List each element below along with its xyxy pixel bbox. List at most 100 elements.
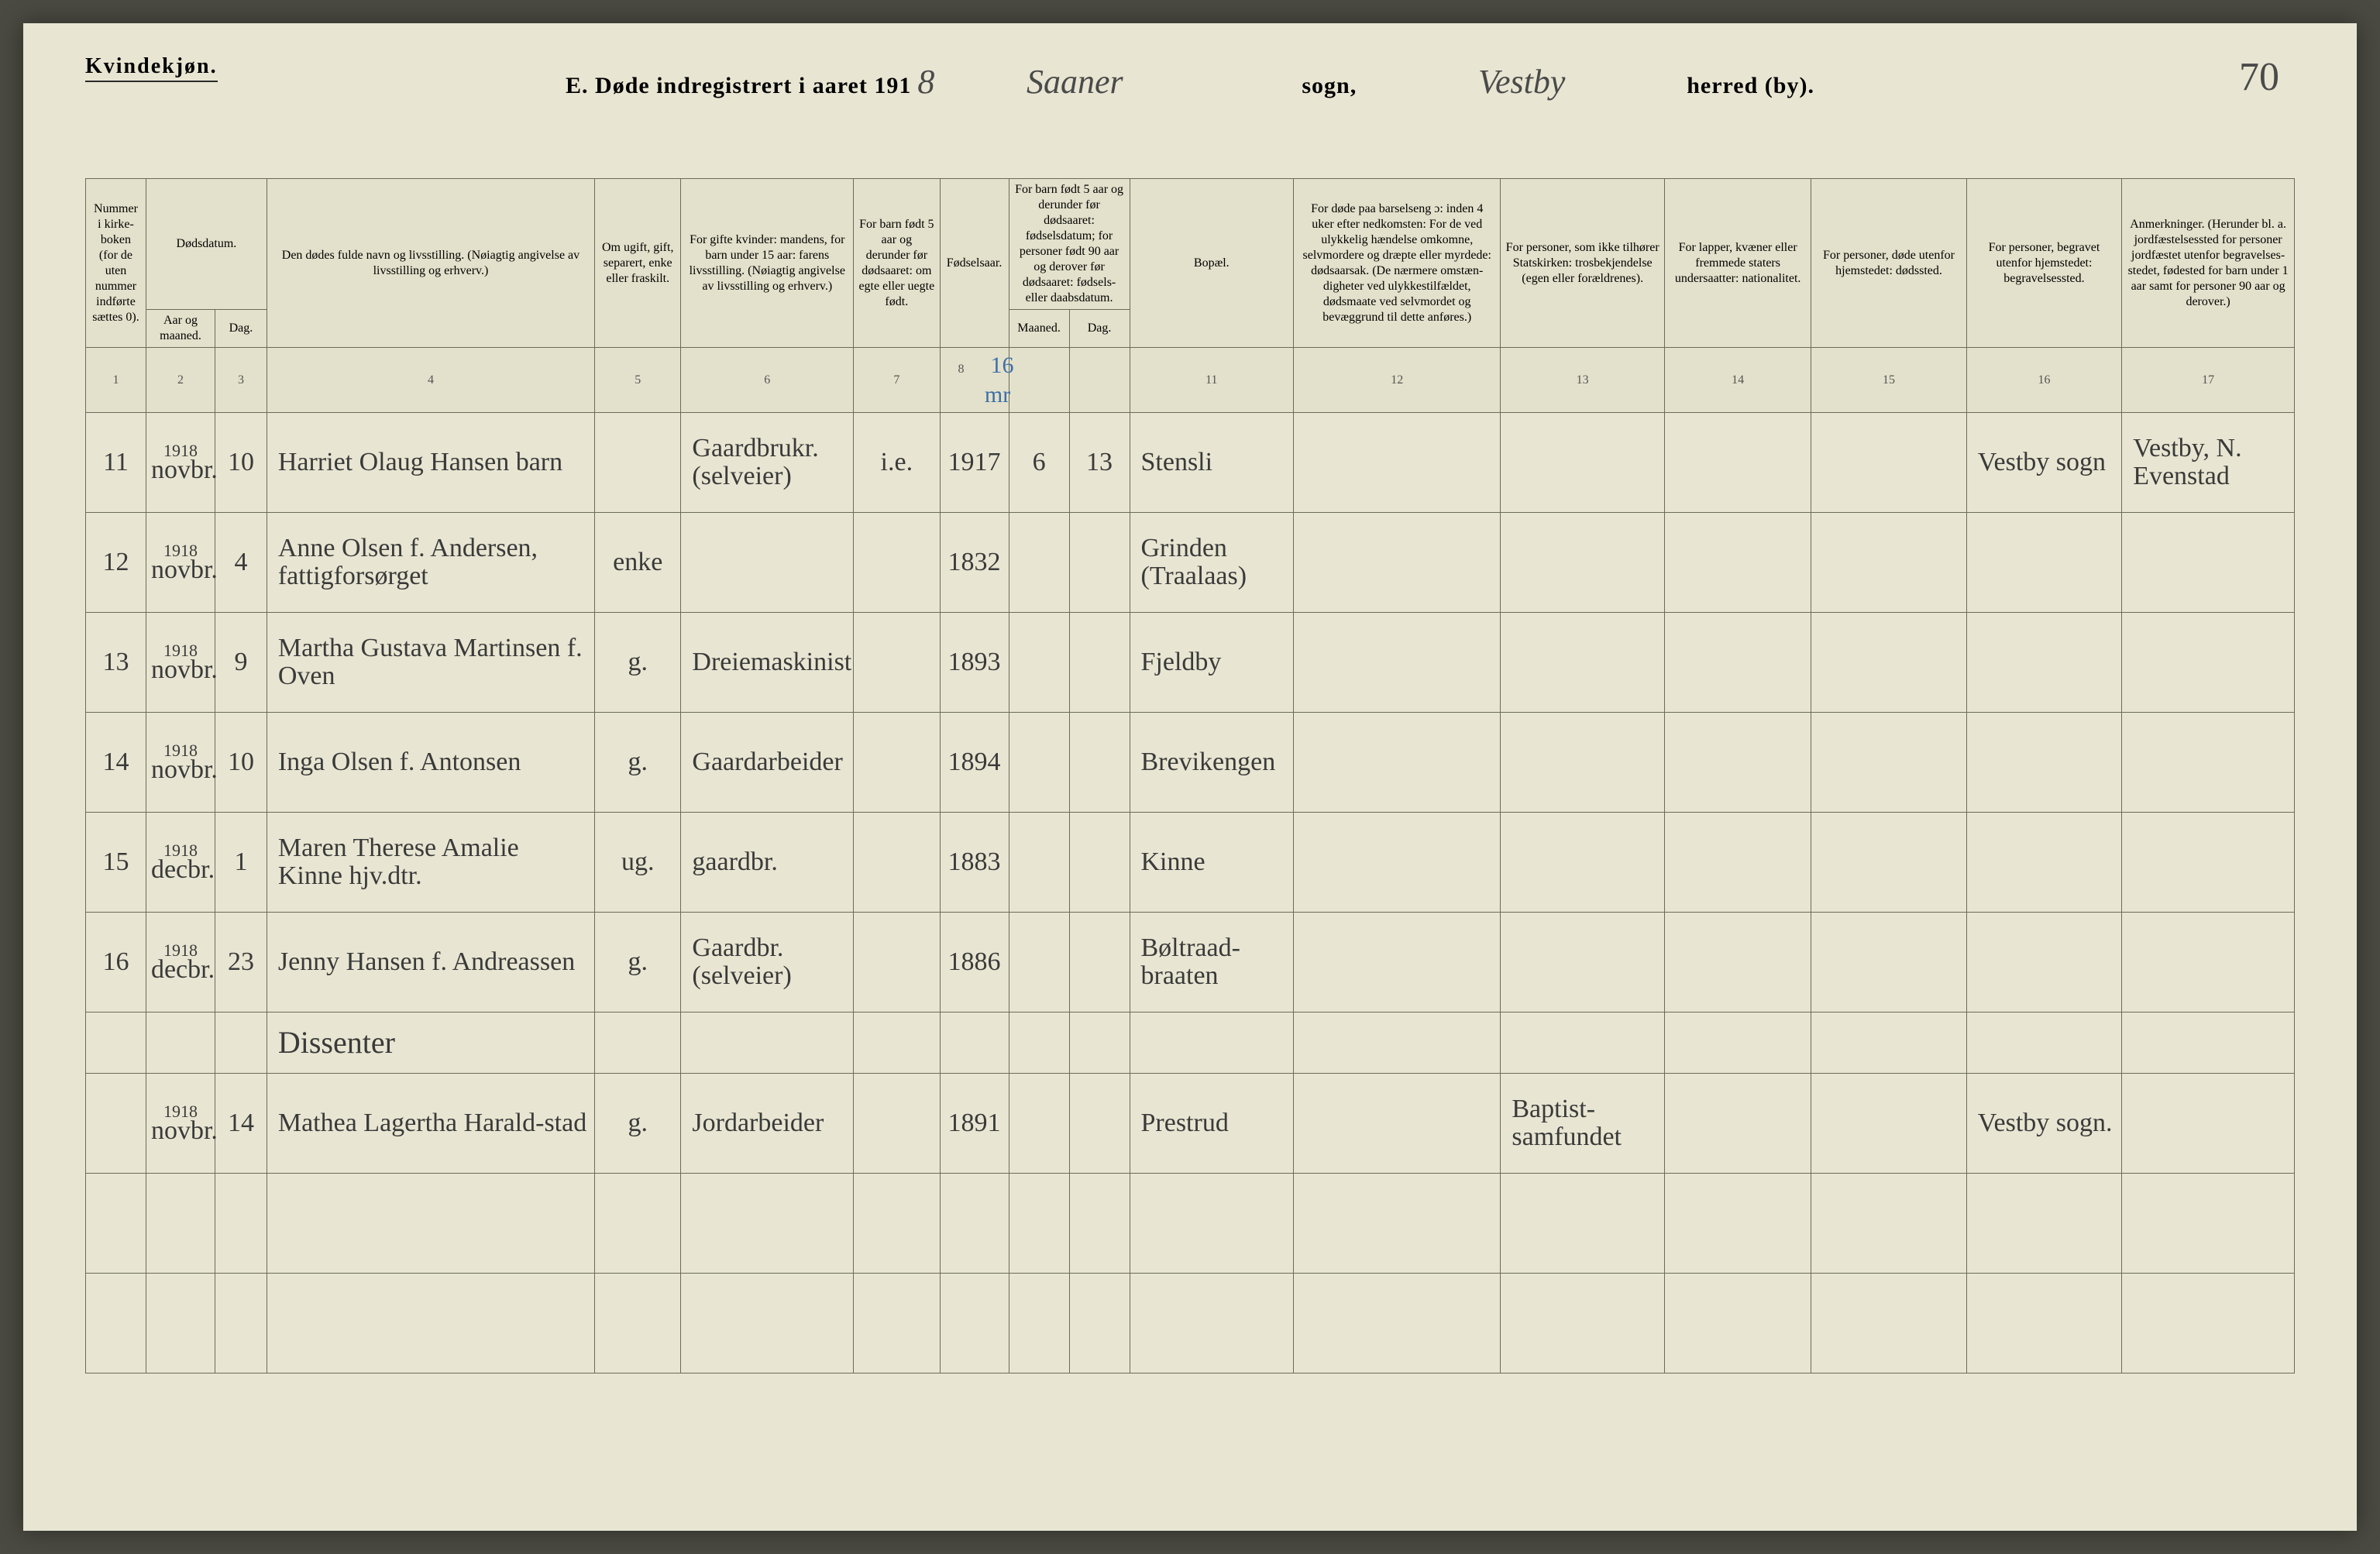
table-cell: Vestby sogn. bbox=[1966, 1074, 2121, 1174]
table-cell bbox=[940, 1174, 1009, 1274]
table-cell: 13 bbox=[1069, 413, 1130, 513]
table-cell bbox=[1664, 913, 1811, 1013]
table-cell bbox=[1009, 813, 1069, 913]
colnum: 6 bbox=[681, 348, 854, 413]
table-cell bbox=[146, 1274, 215, 1374]
table-row: 121918novbr.4Anne Olsen f. Andersen, fat… bbox=[86, 513, 2295, 613]
content-area: Kvindekjøn. E. Døde indregistrert i aare… bbox=[85, 54, 2295, 1500]
table-cell bbox=[1664, 413, 1811, 513]
table-cell: 9 bbox=[215, 613, 267, 713]
table-cell bbox=[267, 1174, 594, 1274]
table-cell: 15 bbox=[86, 813, 146, 913]
table-cell: Mathea Lagertha Harald-stad bbox=[267, 1074, 594, 1174]
table-cell: 6 bbox=[1009, 413, 1069, 513]
colnum: 8 16 mr bbox=[940, 348, 1009, 413]
table-cell: 1918novbr. bbox=[146, 1074, 215, 1174]
table-row: 131918novbr.9Martha Gustava Martinsen f.… bbox=[86, 613, 2295, 713]
ledger-page: Kvindekjøn. E. Døde indregistrert i aare… bbox=[23, 23, 2357, 1531]
col-header-4: Den dødes fulde navn og livsstilling. (N… bbox=[267, 179, 594, 348]
table-cell bbox=[215, 1174, 267, 1274]
table-cell: 1832 bbox=[940, 513, 1009, 613]
table-cell bbox=[1069, 1174, 1130, 1274]
table-cell bbox=[681, 513, 854, 613]
col-header-15: For personer, døde utenfor hjemstedet: d… bbox=[1811, 179, 1966, 348]
header: Kvindekjøn. E. Døde indregistrert i aare… bbox=[85, 54, 2295, 116]
section-row: Dissenter bbox=[86, 1013, 2295, 1074]
colnum: 15 bbox=[1811, 348, 1966, 413]
colnum: 13 bbox=[1501, 348, 1665, 413]
table-cell bbox=[2122, 913, 2295, 1013]
table-cell bbox=[1811, 913, 1966, 1013]
year-suffix: 8 bbox=[911, 62, 941, 101]
table-cell bbox=[854, 1013, 940, 1074]
col-header-16: For personer, begravet utenfor hjemstede… bbox=[1966, 179, 2121, 348]
ledger-table: Nummer i kirke­boken (for de uten nummer… bbox=[85, 178, 2295, 1374]
table-cell: Vestby, N. Evenstad bbox=[2122, 413, 2295, 513]
page-number: 70 bbox=[2239, 54, 2279, 100]
colnum: 3 bbox=[215, 348, 267, 413]
table-cell bbox=[1966, 513, 2121, 613]
table-cell: Harriet Olaug Hansen barn bbox=[267, 413, 594, 513]
table-cell bbox=[1501, 413, 1665, 513]
table-cell bbox=[681, 1174, 854, 1274]
col-header-2b: Dag. bbox=[215, 310, 267, 348]
table-cell: 14 bbox=[86, 713, 146, 813]
table-cell bbox=[1811, 813, 1966, 913]
table-cell bbox=[1294, 613, 1501, 713]
colnum: 2 bbox=[146, 348, 215, 413]
table-cell bbox=[86, 1274, 146, 1374]
table-cell bbox=[1811, 1013, 1966, 1074]
col-header-9-top: For barn født 5 aar og der­under før død… bbox=[1009, 179, 1130, 310]
table-cell bbox=[595, 1013, 681, 1074]
table-cell bbox=[1009, 1013, 1069, 1074]
table-cell bbox=[86, 1174, 146, 1274]
table-cell: Baptist-samfundet bbox=[1501, 1074, 1665, 1174]
col-header-14: For lapper, kvæner eller fremmede stater… bbox=[1664, 179, 1811, 348]
table-cell: 12 bbox=[86, 513, 146, 613]
table-cell bbox=[1069, 1013, 1130, 1074]
col-header-2a: Aar og maaned. bbox=[146, 310, 215, 348]
table-cell bbox=[1294, 913, 1501, 1013]
table-cell bbox=[2122, 1074, 2295, 1174]
table-cell: g. bbox=[595, 713, 681, 813]
table-cell bbox=[1501, 1013, 1665, 1074]
table-cell bbox=[86, 1074, 146, 1174]
table-cell: Gaardarbeider bbox=[681, 713, 854, 813]
table-cell bbox=[1664, 1174, 1811, 1274]
table-cell bbox=[1811, 613, 1966, 713]
table-cell: Jenny Hansen f. Andreassen bbox=[267, 913, 594, 1013]
table-cell bbox=[1130, 1174, 1294, 1274]
table-cell bbox=[1501, 713, 1665, 813]
table-cell: Stensli bbox=[1130, 413, 1294, 513]
table-cell bbox=[1966, 713, 2121, 813]
table-cell: 1917 bbox=[940, 413, 1009, 513]
table-cell: g. bbox=[595, 613, 681, 713]
table-head: Nummer i kirke­boken (for de uten nummer… bbox=[86, 179, 2295, 413]
colnum: 17 bbox=[2122, 348, 2295, 413]
table-cell: 10 bbox=[215, 713, 267, 813]
table-row: 1918novbr.14Mathea Lagertha Harald-stadg… bbox=[86, 1074, 2295, 1174]
table-cell bbox=[1294, 1013, 1501, 1074]
table-cell: enke bbox=[595, 513, 681, 613]
table-cell bbox=[1294, 413, 1501, 513]
table-cell: Brevikengen bbox=[1130, 713, 1294, 813]
table-row-empty bbox=[86, 1274, 2295, 1374]
table-row: 141918novbr.10Inga Olsen f. Antonseng.Ga… bbox=[86, 713, 2295, 813]
table-cell bbox=[1664, 613, 1811, 713]
colnum bbox=[1009, 348, 1069, 413]
table-cell: ug. bbox=[595, 813, 681, 913]
sogn-handwritten: Saaner bbox=[968, 62, 1181, 101]
table-cell bbox=[2122, 1013, 2295, 1074]
table-cell: g. bbox=[595, 1074, 681, 1174]
table-body: 111918novbr.10Harriet Olaug Hansen barnG… bbox=[86, 413, 2295, 1374]
herred-handwritten: Vestby bbox=[1415, 62, 1629, 101]
table-cell bbox=[595, 413, 681, 513]
table-cell bbox=[1069, 913, 1130, 1013]
table-cell bbox=[1966, 1174, 2121, 1274]
table-cell bbox=[2122, 813, 2295, 913]
table-cell bbox=[1966, 813, 2121, 913]
table-cell: gaardbr. bbox=[681, 813, 854, 913]
table-cell bbox=[1664, 813, 1811, 913]
col-header-2-top: Dødsdatum. bbox=[146, 179, 267, 310]
table-cell bbox=[595, 1274, 681, 1374]
